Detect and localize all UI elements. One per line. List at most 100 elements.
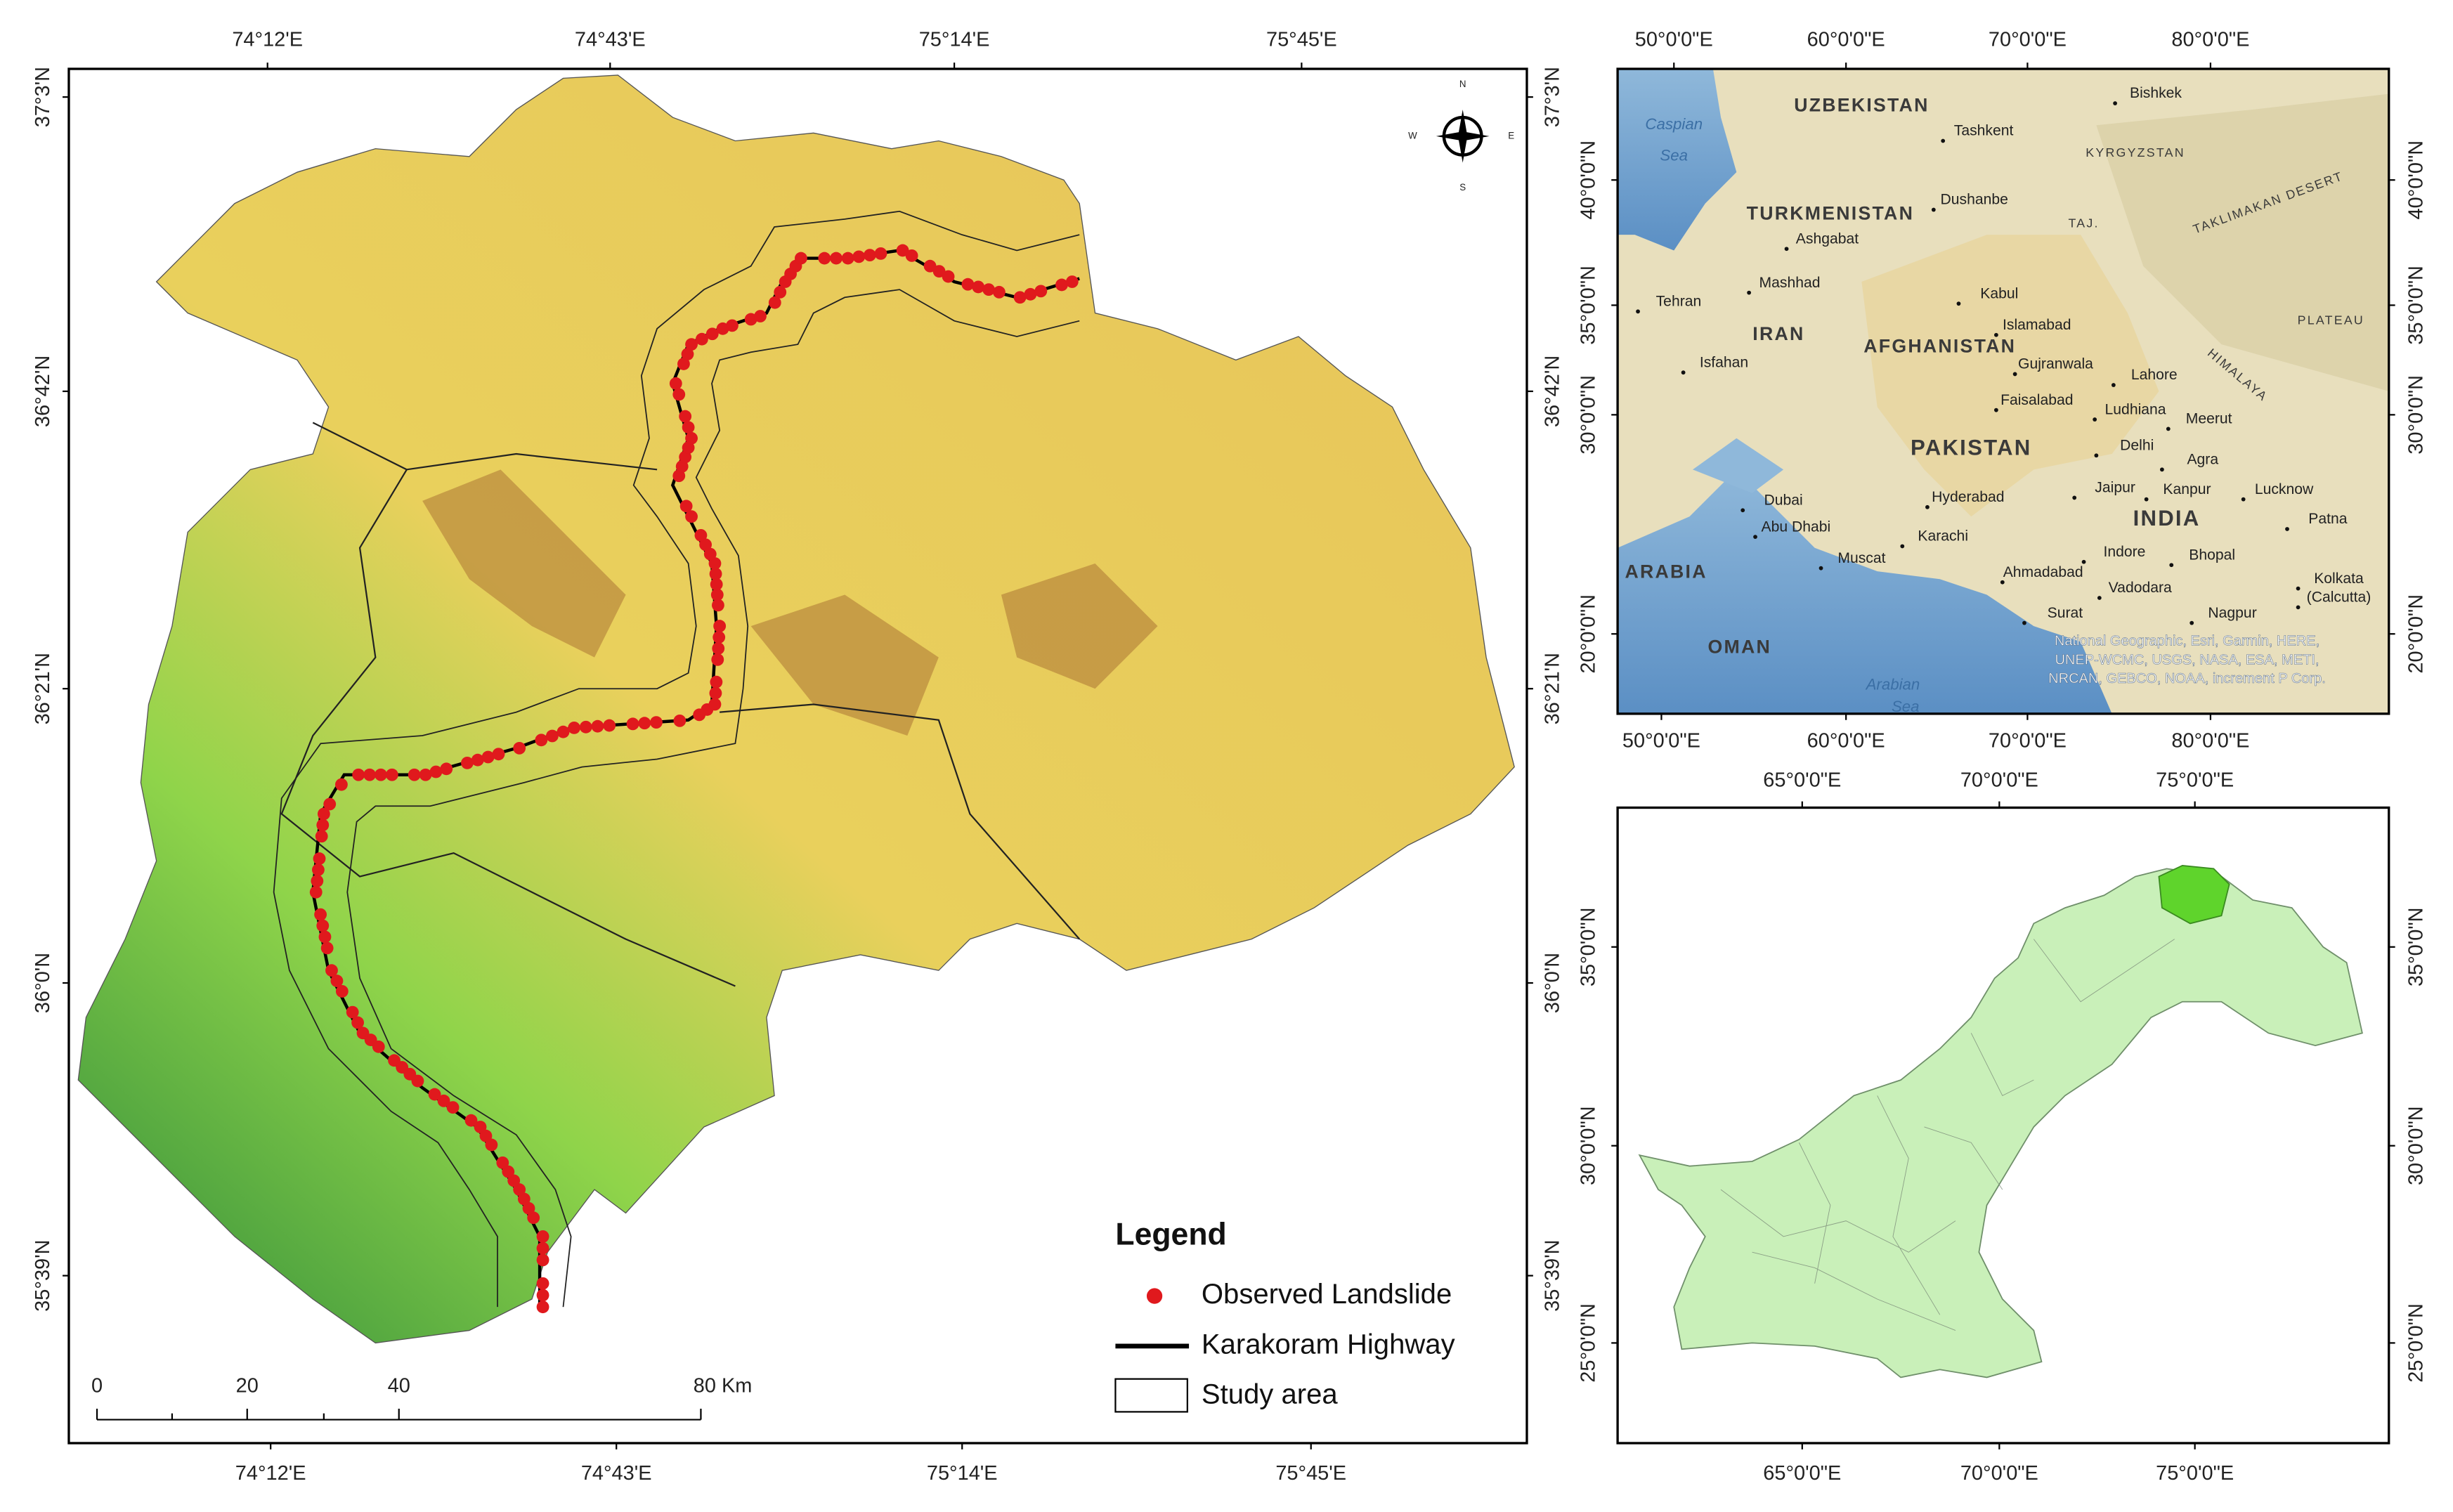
landslide-point [496,1156,509,1169]
landslide-point [710,675,723,689]
landslide-point [874,247,887,260]
city-dot [1818,566,1823,571]
place-label: Vadodara [2109,580,2172,596]
landslide-point [744,313,757,326]
place-label: Kabul [1980,285,2018,301]
landslide-point [323,797,337,811]
compass-letter: W [1408,130,1417,141]
lon-tick-label: 65°0'0"E [1763,1462,1841,1485]
city-dot [2296,605,2301,610]
country-label: ARABIA [1625,561,1707,582]
scale-label: 40 [388,1374,410,1397]
place-label: Mashhad [1759,275,1821,291]
landslide-point [419,768,432,781]
city-dot [1753,535,1757,540]
landslide-point [679,500,693,513]
place-label: Kolkata [2314,571,2364,587]
landslide-point [710,578,723,591]
lat-tick-label: 30°0'0"N [1577,375,1600,455]
city-dot [2000,580,2005,585]
place-label: Ashgabat [1796,230,1859,247]
landslide-point [335,778,348,791]
lon-tick-label: 75°14'E [919,29,990,51]
locator-map [1616,67,2390,715]
landslide-point [535,734,548,747]
landslide-point [681,348,694,360]
landslide-point [536,1253,549,1267]
place-label: Dubai [1764,492,1802,508]
place-label: Jaipur [2095,480,2135,496]
city-dot [2241,497,2246,502]
city-dot [1747,290,1752,295]
landslide-point [708,698,722,711]
country-label: TAJ. [2068,216,2099,230]
landslide-point [708,557,722,570]
water-label: Caspian [1645,115,1703,133]
country-label: INDIA [2133,506,2201,530]
landslide-point [481,750,495,764]
city-dot [1784,247,1789,252]
landslide-point [685,338,698,351]
city-dot [2113,101,2117,105]
landslide-point [679,410,692,423]
city-dot [1740,508,1745,513]
legend-item: Observed Landslide [1202,1279,1452,1310]
place-label: Lucknow [2255,481,2314,497]
city-dot [2012,372,2017,377]
landslide-point [1034,285,1048,298]
lat-tick-label: 36°21'N [32,653,54,724]
landslide-point [314,908,327,921]
country-label: TURKMENISTAN [1747,202,1914,223]
city-dot [2169,563,2174,568]
landslide-point [437,1094,450,1107]
landslide-point [863,249,876,262]
landslide-point [711,653,724,666]
compass-letter: S [1459,182,1466,193]
pakistan-map [1616,806,2390,1445]
place-label: Abu Dhabi [1762,519,1831,535]
lon-tick-label: 80°0'0"E [2171,29,2249,51]
place-label: Muscat [1837,550,1885,566]
landslide-point [513,1183,526,1196]
labels: 74°12'E 74°43'E 75°14'E 75°45'E 74°12'E 74°43… [32,29,2427,1485]
landslide-point [685,510,698,523]
landslide-point [317,807,330,821]
place-label: Ahmadabad [2003,564,2083,580]
legend-title: Legend [1115,1218,1226,1252]
attribution: UNEP-WCMC, USGS, NASA, ESA, METI, [2055,652,2319,667]
landslide-point [316,819,330,832]
lon-tick-label: 70°0'0"E [1989,730,2067,752]
landslide-point [485,1138,498,1152]
landslide-point [694,528,708,542]
landslide-point [352,768,365,781]
landslide-point [696,332,708,346]
landslide-point [557,725,570,738]
city-dot [1900,544,1905,549]
lon-tick-label: 75°0'0"E [2156,1462,2234,1485]
city-dot [2081,559,2086,564]
terrain [77,74,1515,1344]
lat-tick-label: 35°0'0"N [2405,266,2427,345]
landslide-point [754,310,767,322]
landslide-point [536,1277,549,1290]
landslide-point [726,319,738,332]
place-label: Indore [2103,544,2145,560]
scale-label: 0 [91,1374,103,1397]
landslide-point [388,1054,401,1067]
place-label: Bishkek [2130,85,2182,101]
lon-tick-label: 74°12'E [235,1462,306,1485]
landslide-point [682,421,695,434]
lat-tick-label: 20°0'0"N [1577,594,1600,674]
city-dot [2094,453,2099,458]
city-dot [1925,504,1930,509]
landslide-point [1065,275,1079,288]
landslide-point [942,270,955,283]
landslide-point [446,1101,460,1114]
landslide-point [591,719,604,733]
lat-tick-label: 35°39'N [1541,1239,1563,1311]
lon-tick-label: 74°43'E [575,29,646,51]
place-label: (Calcutta) [2307,589,2371,606]
attribution: National Geographic, Esri, Garmin, HERE, [2055,634,2319,649]
country-label: KYRGYZSTAN [2086,145,2185,159]
